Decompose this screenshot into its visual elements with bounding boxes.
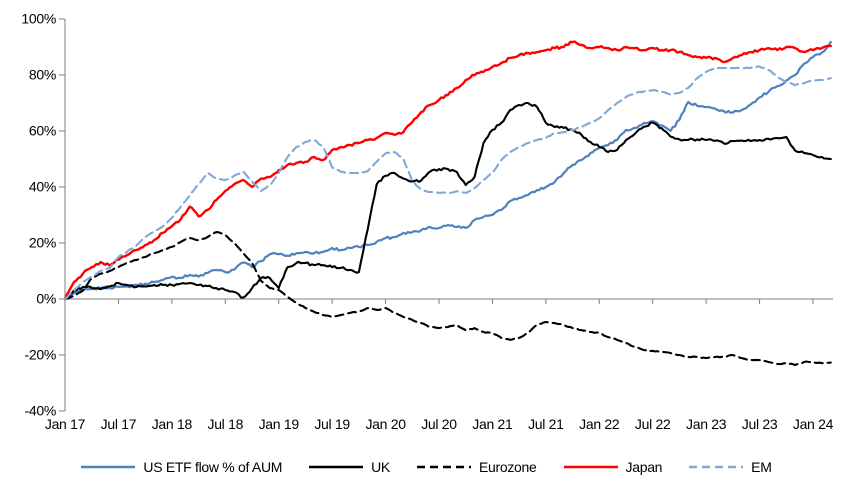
plot-svg: Jan 17 Jul 17 Jan 18 Jul 18 Jan 19 Jul 19 Jan … (21, 11, 834, 433)
x-tick-label: Jul 22 (635, 416, 671, 432)
x-tick-label: Jul 17 (101, 416, 137, 432)
y-tick-label: 80% (29, 67, 56, 83)
series-line-japan (63, 40, 832, 301)
series-line-us-etf-flow (63, 40, 832, 301)
x-tick-label: Jul 19 (314, 416, 350, 432)
x-tick-label: Jul 21 (528, 416, 564, 432)
x-tick-label: Jan 21 (472, 416, 513, 432)
legend-item-em: EM (688, 459, 772, 475)
x-tick-label: Jan 20 (365, 416, 406, 432)
legend-line-swatch-japan-icon (563, 465, 618, 469)
y-tick-label: -40% (25, 403, 56, 419)
y-tick-label: -20% (25, 347, 56, 363)
legend-line-swatch-uk-icon (309, 465, 364, 469)
legend-label-uk: UK (371, 459, 390, 475)
legend-label-eurozone: Eurozone (478, 459, 537, 475)
legend-item-uk: UK (308, 459, 390, 475)
legend-label-em: EM (751, 459, 772, 475)
legend-item-japan: Japan (563, 459, 663, 475)
legend-line-swatch-eurozone-icon (416, 465, 471, 469)
y-tick-label: 40% (29, 179, 56, 195)
legend-line-swatch-em-icon (689, 465, 744, 469)
x-tick-label: Jan 24 (793, 416, 834, 432)
x-tick-label: Jan 17 (45, 416, 86, 432)
x-tick-label: Jul 20 (421, 416, 457, 432)
y-tick-label: 20% (29, 235, 56, 251)
y-tick-label: 100% (21, 11, 56, 27)
series-line-eurozone (63, 231, 832, 367)
legend-label-us-etf-flow: US ETF flow % of AUM (143, 459, 283, 475)
legend-item-us-etf-flow: US ETF flow % of AUM (80, 459, 282, 475)
y-tick-label: 0% (36, 291, 56, 307)
legend-line-swatch-us-etf-flow-icon (81, 465, 136, 469)
x-tick-label: Jan 23 (686, 416, 727, 432)
x-tick-label: Jul 23 (742, 416, 778, 432)
series-line-uk (63, 101, 832, 301)
y-tick-label: 60% (29, 123, 56, 139)
legend-item-eurozone: Eurozone (416, 459, 537, 475)
legend-label-japan: Japan (625, 459, 663, 475)
series-line-em (63, 65, 832, 301)
legend: US ETF flow % of AUM UK Eurozone Japan EM (0, 449, 852, 485)
x-tick-label: Jan 18 (152, 416, 193, 432)
x-tick-label: Jan 19 (259, 416, 300, 432)
x-tick-label: Jul 18 (208, 416, 244, 432)
x-tick-label: Jan 22 (579, 416, 620, 432)
